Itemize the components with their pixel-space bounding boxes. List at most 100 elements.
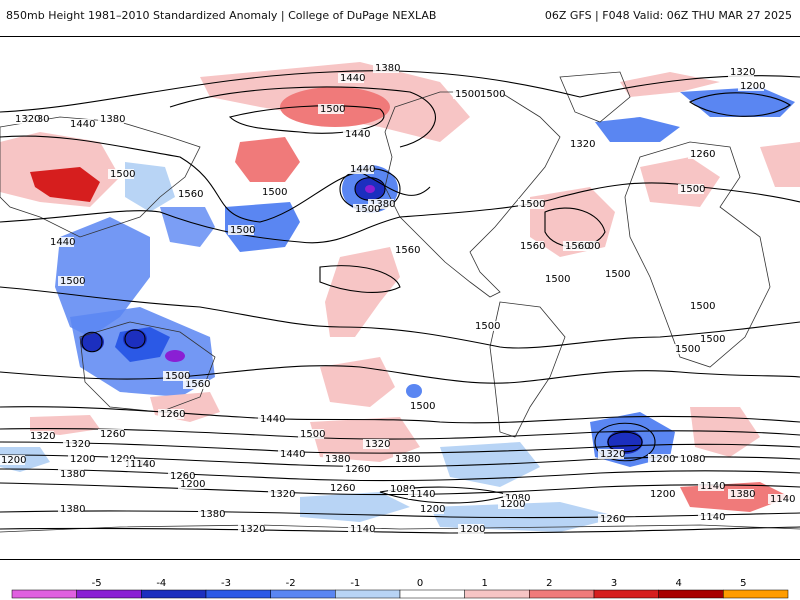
contour-label-bg <box>0 455 25 465</box>
contour-label-bg <box>518 199 544 209</box>
contour-1440-midlat <box>0 135 431 223</box>
contour-label-bg <box>568 139 594 149</box>
contour-label: 1200 <box>500 499 525 510</box>
contour-label: 1320 <box>365 439 390 450</box>
contour-label: 1440 <box>280 449 305 460</box>
contour-label-bg <box>260 187 286 197</box>
contour-label-bg <box>278 449 304 459</box>
contour-label: 1200 <box>110 454 135 465</box>
contour-label-bg <box>363 439 389 449</box>
contour-label: 1140 <box>770 494 795 505</box>
colorbar-swatch <box>723 589 789 599</box>
map-title: 850mb Height 1981–2010 Standardized Anom… <box>6 9 437 22</box>
contour-label: 1500 <box>545 274 570 285</box>
contour-1320-antarctic <box>0 526 800 534</box>
contour-label: 1500 <box>475 321 500 332</box>
contour-label: 1560 <box>395 245 420 256</box>
contour-label-bg <box>498 499 524 509</box>
contour-label: 1500 <box>262 187 287 198</box>
contour-label-bg <box>323 454 349 464</box>
contour-label-bg <box>68 454 94 464</box>
colorbar-swatch <box>464 589 530 599</box>
contour-label: 1440 <box>345 129 370 140</box>
weather-map: 1380144015001500132013801440150015601500… <box>0 36 800 560</box>
contour-label-bg <box>648 489 674 499</box>
contour-label-bg <box>678 184 704 194</box>
contour-label-bg <box>228 225 254 235</box>
contour-label: 1200 <box>650 489 675 500</box>
contour-label-bg <box>48 237 74 247</box>
contour-label-bg <box>598 449 624 459</box>
contour-alaska-low-inner <box>354 177 386 201</box>
contour-label: 1440 <box>70 119 95 130</box>
contour-label-bg <box>318 104 344 114</box>
contour-label-bg <box>348 524 374 534</box>
contour-label: 1500 <box>320 104 345 115</box>
contour-label: 1320 <box>600 449 625 460</box>
colorbar-tick-label: -1 <box>350 578 360 589</box>
contour-label-bg <box>28 431 54 441</box>
contour-label-bg <box>768 494 794 504</box>
contour-label-bg <box>563 241 589 251</box>
contour-1320-southern <box>0 441 800 454</box>
contour-label-bg <box>58 504 84 514</box>
contour-label-bg <box>348 164 374 174</box>
colorbar-swatch <box>270 589 336 599</box>
contour-1560-atlantic <box>544 207 606 248</box>
contour-label-bg <box>698 334 724 344</box>
contour-label-bg <box>108 454 134 464</box>
contour-label-bg <box>418 504 444 514</box>
colorbar-tick-label: 1 <box>481 578 487 589</box>
contour-label-bg <box>738 81 764 91</box>
contour-label: 1500 <box>605 269 630 280</box>
contour-label-bg <box>328 483 354 493</box>
contour-label: 1500 <box>60 276 85 287</box>
contour-label-bg <box>728 67 754 77</box>
contour-label-bg <box>298 429 324 439</box>
contour-label-bg <box>343 129 369 139</box>
contour-label: 1080 <box>505 493 530 504</box>
colorbar-tick-label: 2 <box>546 578 552 589</box>
coast-asia <box>0 116 201 238</box>
contour-label-bg <box>68 119 94 129</box>
contour-label: 1560 <box>565 241 590 252</box>
contour-label: 1560 <box>178 189 203 200</box>
contour-label-bg <box>98 114 124 124</box>
colorbar-swatch <box>335 589 401 599</box>
contour-label: 1200 <box>740 81 765 92</box>
model-run-info: 06Z GFS | F048 Valid: 06Z THU MAR 27 202… <box>544 9 792 22</box>
contour-label-bg <box>698 512 724 522</box>
colorbar-tick-labels: -5 -4 -3 -2 -1 0 1 2 3 4 5 <box>92 578 747 589</box>
contour-label: 1500 <box>690 301 715 312</box>
contour-label: 1200 <box>420 504 445 515</box>
contour-label-bg <box>353 204 379 214</box>
contour-1380-north <box>0 70 800 113</box>
anomaly-south-pacific-positive <box>320 357 395 407</box>
anomaly-low-center-2 <box>123 329 147 349</box>
anomaly-siberia-core <box>30 167 100 202</box>
contour-label: 1500 <box>355 204 380 215</box>
colorbar-tick-label: 5 <box>740 578 746 589</box>
colorbar-swatch <box>205 589 271 599</box>
contour-label: 1500 <box>230 225 255 236</box>
contour-label: 1260 <box>160 409 185 420</box>
contour-label-bg <box>373 63 399 73</box>
contour-label: 1320 <box>570 139 595 150</box>
contour-label: 1440 <box>350 164 375 175</box>
header-bar: 850mb Height 1981–2010 Standardized Anom… <box>0 0 800 36</box>
contour-label-bg <box>343 464 369 474</box>
contour-label-bg <box>63 439 89 449</box>
contour-label-bg <box>603 269 629 279</box>
contour-labels: 1380144015001500132013801440150015601500… <box>0 63 795 535</box>
contour-label-bg <box>108 169 134 179</box>
contour-label: 1380 <box>60 469 85 480</box>
contour-label: 1560 <box>185 379 210 390</box>
contour-1380-southern <box>0 428 800 440</box>
anomaly-south-atlantic-core <box>607 430 643 454</box>
anomaly-europe-east-positive <box>760 142 800 187</box>
contour-label: 1320 <box>240 524 265 535</box>
contour-label: 1260 <box>170 471 195 482</box>
contour-label: 1140 <box>410 489 435 500</box>
contour-label-bg <box>388 484 414 494</box>
contour-1500-southern <box>0 365 800 384</box>
